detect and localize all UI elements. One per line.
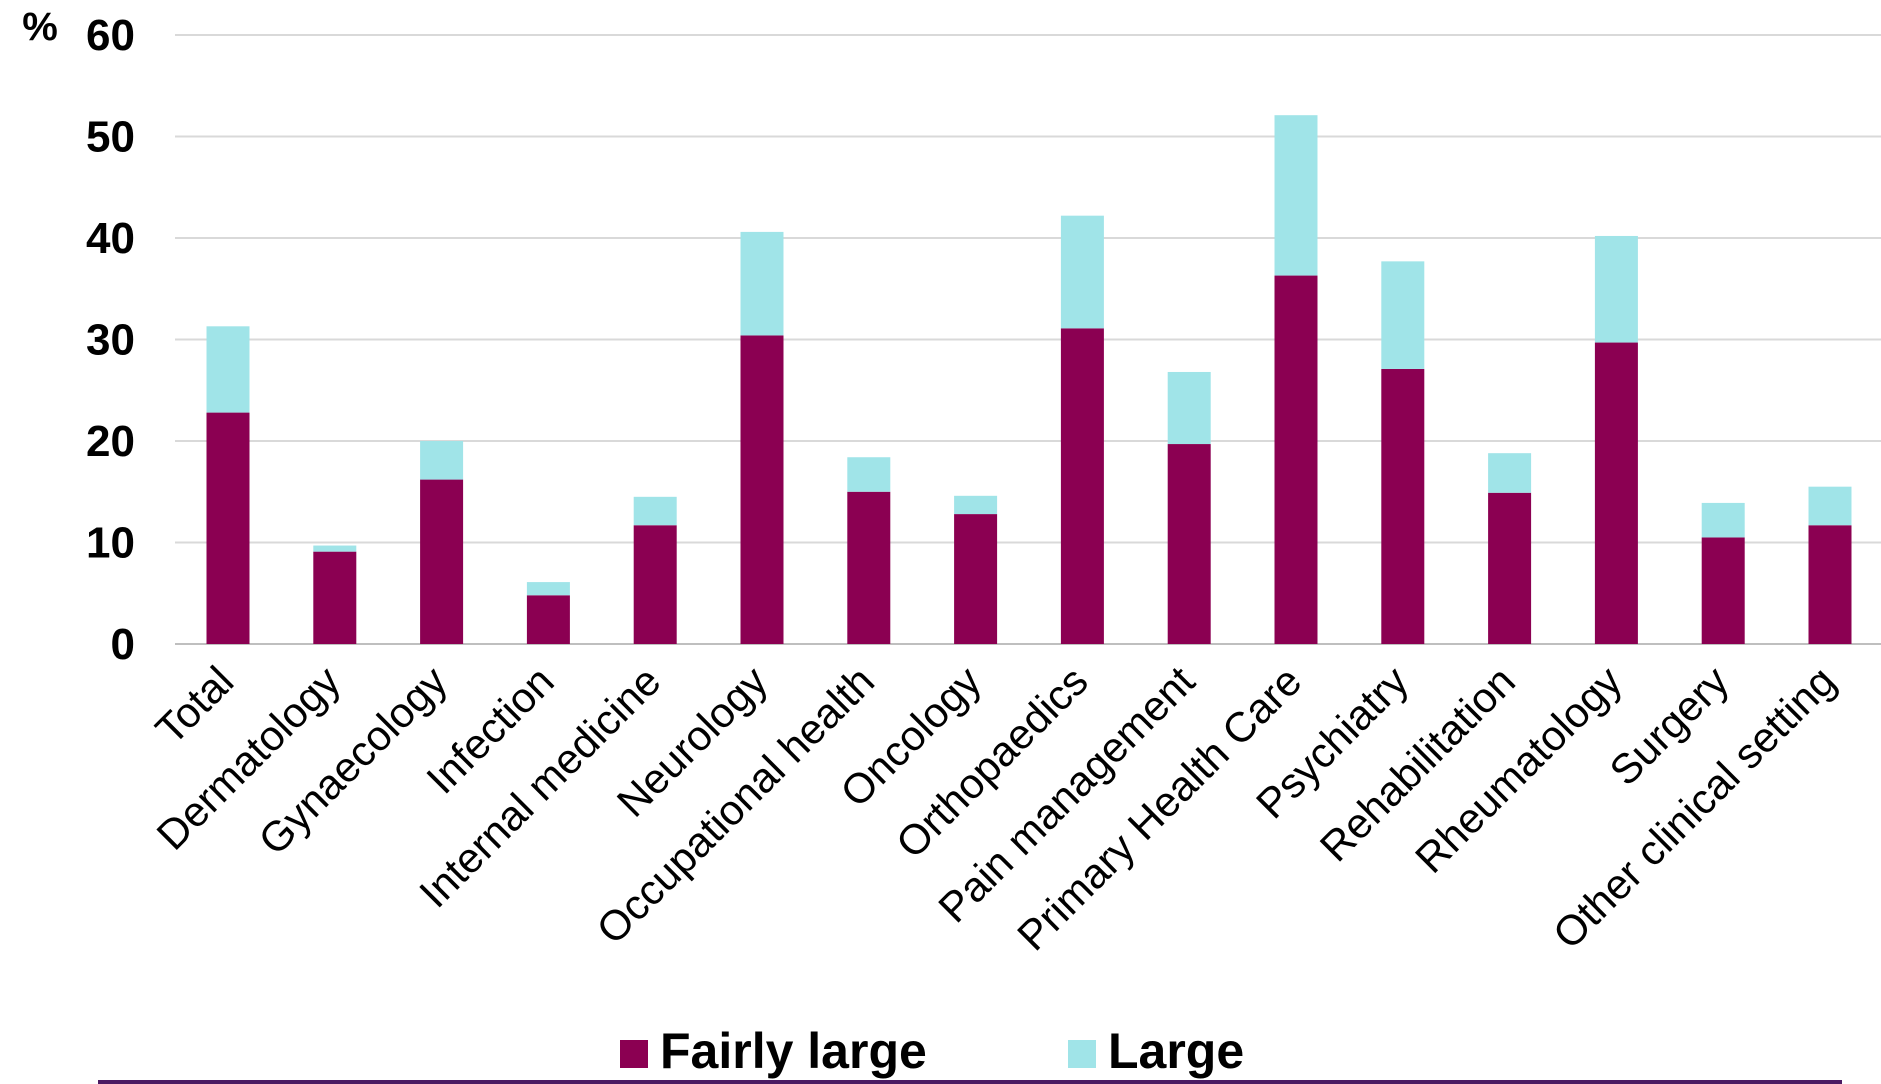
bar-dermatology-large: [313, 545, 357, 552]
y-tick-label-0: 0: [111, 620, 135, 669]
legend: Fairly large Large: [620, 1023, 1244, 1079]
y-tick-label-40: 40: [86, 214, 135, 263]
bar-surgery-fairly-large: [1701, 537, 1745, 644]
x-tick-label-total: Total: [146, 657, 242, 753]
legend-swatch-large: [1068, 1040, 1096, 1068]
bar-total-fairly-large: [206, 412, 250, 644]
bar-gynaecology-fairly-large: [420, 479, 464, 644]
y-tick-label-20: 20: [86, 417, 135, 466]
bar-rehabilitation-fairly-large: [1488, 492, 1532, 644]
bar-other-clinical-setting-fairly-large: [1808, 525, 1852, 644]
bar-internal-medicine-large: [633, 496, 677, 526]
bar-pain-management-large: [1167, 371, 1211, 445]
bar-oncology-fairly-large: [954, 514, 998, 644]
bar-infection-fairly-large: [526, 595, 570, 644]
legend-label-fairly-large: Fairly large: [660, 1023, 927, 1079]
bar-total-large: [206, 326, 250, 413]
bar-occupational-health-fairly-large: [847, 491, 891, 644]
bar-dermatology-fairly-large: [313, 551, 357, 644]
bar-psychiatry-large: [1381, 261, 1425, 369]
bar-rheumatology-fairly-large: [1594, 342, 1638, 644]
bars: [206, 115, 1852, 644]
bar-infection-large: [526, 582, 570, 596]
bar-other-clinical-setting-large: [1808, 486, 1852, 526]
bar-gynaecology-large: [420, 441, 464, 480]
bar-rehabilitation-large: [1488, 453, 1532, 493]
bar-orthopaedics-fairly-large: [1060, 328, 1104, 644]
x-axis-labels: TotalDermatologyGynaecologyInfectionInte…: [146, 657, 1844, 959]
bar-neurology-large: [740, 231, 784, 336]
bar-internal-medicine-fairly-large: [633, 525, 677, 644]
bar-surgery-large: [1701, 502, 1745, 538]
y-tick-label-60: 60: [86, 11, 135, 60]
y-tick-label-30: 30: [86, 316, 135, 365]
bar-orthopaedics-large: [1060, 215, 1104, 329]
legend-label-large: Large: [1108, 1023, 1244, 1079]
bar-primary-health-care-large: [1274, 115, 1318, 276]
bar-oncology-large: [954, 495, 998, 515]
bar-neurology-fairly-large: [740, 335, 784, 644]
legend-swatch-fairly-large: [620, 1040, 648, 1068]
y-tick-label-50: 50: [86, 113, 135, 162]
bar-occupational-health-large: [847, 457, 891, 492]
bar-rheumatology-large: [1594, 235, 1638, 343]
y-axis-unit: %: [22, 5, 58, 49]
y-axis-ticks: 0 10 20 30 40 50 60: [86, 11, 135, 669]
bar-pain-management-fairly-large: [1167, 444, 1211, 644]
bar-primary-health-care-fairly-large: [1274, 275, 1318, 644]
y-tick-label-10: 10: [86, 519, 135, 568]
bar-psychiatry-fairly-large: [1381, 368, 1425, 644]
